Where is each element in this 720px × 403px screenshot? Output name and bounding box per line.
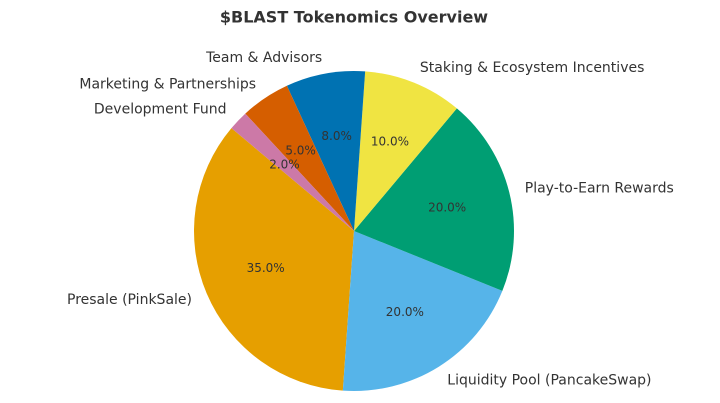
- value-label: 2.0%: [269, 157, 300, 171]
- slice-label: Play-to-Earn Rewards: [525, 180, 674, 196]
- value-label: 10.0%: [371, 134, 409, 148]
- pie-slice: [354, 108, 514, 291]
- pie-slice: [245, 85, 354, 231]
- slice-label: Presale (PinkSale): [67, 292, 192, 308]
- pie-slice: [354, 71, 457, 231]
- pie-slice: [286, 70, 366, 231]
- value-label: 35.0%: [247, 261, 285, 275]
- chart-title: $BLAST Tokenomics Overview: [220, 8, 488, 27]
- value-label: 8.0%: [321, 129, 352, 143]
- slice-label: Marketing & Partnerships: [79, 77, 256, 93]
- slice-label: Development Fund: [94, 102, 227, 118]
- value-label: 5.0%: [285, 144, 316, 158]
- slice-label: Staking & Ecosystem Incentives: [420, 60, 644, 76]
- pie-slice: [231, 113, 354, 231]
- slice-label: Liquidity Pool (PancakeSwap): [447, 372, 651, 388]
- pie-slice: [342, 231, 503, 391]
- value-label: 20.0%: [428, 200, 466, 214]
- value-label: 20.0%: [386, 305, 424, 319]
- pie-slice: [193, 128, 354, 391]
- slice-label: Team & Advisors: [205, 50, 322, 66]
